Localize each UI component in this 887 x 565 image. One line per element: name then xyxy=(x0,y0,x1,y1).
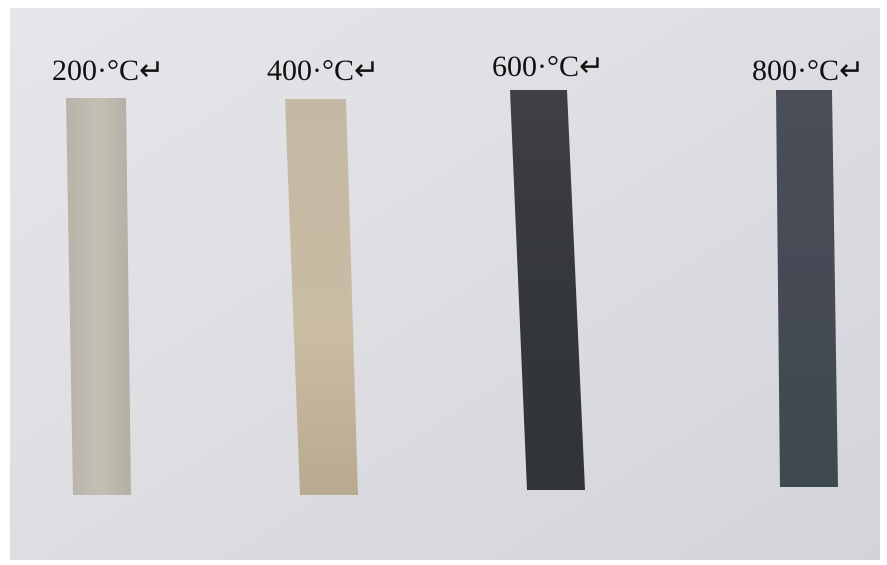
label: 400·°C↵ xyxy=(267,54,379,87)
label: 800·°C↵ xyxy=(752,54,864,87)
label: 600·°C↵ xyxy=(492,50,604,83)
label: 200·°C↵ xyxy=(52,54,164,87)
page: 200·°C↵ 400·°C↵ 600·°C↵ 800·°C↵ (() => {… xyxy=(0,0,887,565)
strip xyxy=(776,90,838,487)
background xyxy=(10,8,880,560)
strip xyxy=(66,98,131,495)
photo: 200·°C↵ 400·°C↵ 600·°C↵ 800·°C↵ xyxy=(0,0,887,565)
